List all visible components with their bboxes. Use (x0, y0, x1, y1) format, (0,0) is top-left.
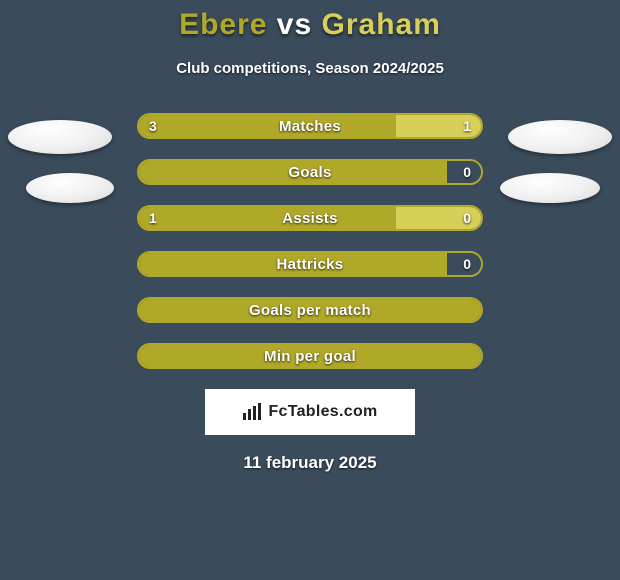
stat-value-right: 0 (463, 207, 471, 229)
stat-label: Matches (139, 115, 481, 137)
competition-subtitle: Club competitions, Season 2024/2025 (0, 60, 620, 77)
stat-label: Hattricks (139, 253, 481, 275)
stat-value-left: 3 (149, 115, 157, 137)
stat-value-right: 0 (463, 161, 471, 183)
stat-row-goals-per-match: Goals per match (137, 297, 483, 323)
stat-value-right: 1 (463, 115, 471, 137)
club-badge-left-1 (26, 173, 114, 203)
stat-row-goals: Goals0 (137, 159, 483, 185)
player-right-name: Graham (322, 8, 441, 41)
stat-label: Goals per match (139, 299, 481, 321)
stat-row-assists: Assists1 0 (137, 205, 483, 231)
comparison-title: Ebere vs Graham (0, 0, 620, 42)
stat-label: Assists (139, 207, 481, 229)
snapshot-date: 11 february 2025 (0, 453, 620, 473)
stat-row-min-per-goal: Min per goal (137, 343, 483, 369)
stat-value-right: 0 (463, 253, 471, 275)
chart-icon (242, 403, 262, 421)
stat-bars: Matches31Goals0Assists10Hattricks0Goals … (137, 113, 483, 369)
player-left-name: Ebere (179, 8, 267, 41)
stat-label: Min per goal (139, 345, 481, 367)
fctables-logo: FcTables.com (205, 389, 415, 435)
club-badge-right-1 (500, 173, 600, 203)
logo-text: FcTables.com (268, 403, 377, 421)
stat-value-left: 1 (149, 207, 157, 229)
title-vs: vs (267, 8, 321, 41)
stat-row-hattricks: Hattricks0 (137, 251, 483, 277)
stat-label: Goals (139, 161, 481, 183)
stat-row-matches: Matches3 1 (137, 113, 483, 139)
club-badge-left-0 (8, 120, 112, 154)
club-badge-right-0 (508, 120, 612, 154)
